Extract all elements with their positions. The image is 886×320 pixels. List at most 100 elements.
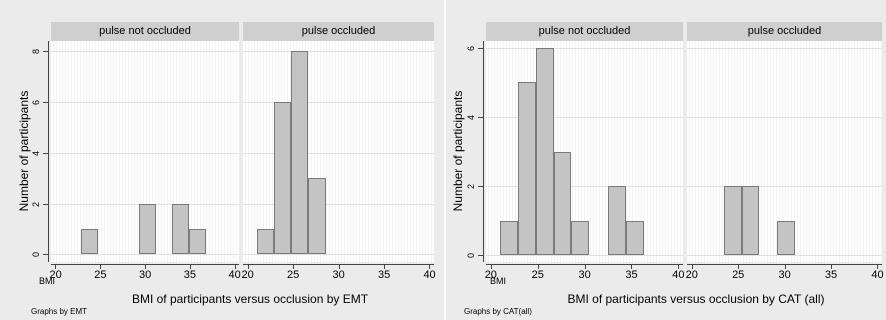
y-tick-label: 0: [31, 252, 42, 258]
histogram-bar: [256, 228, 274, 255]
x-tick: [189, 264, 191, 269]
histogram-bar: [535, 47, 554, 256]
x-tick: [383, 264, 385, 269]
x-tick-label: 20: [241, 269, 254, 281]
histogram-bar: [291, 51, 309, 255]
histogram-bar: [517, 82, 536, 256]
x-tick: [537, 264, 539, 269]
x-axis-title: BMI of participants versus occlusion by …: [567, 292, 825, 306]
x-tick-label: 30: [778, 269, 791, 281]
x-tick: [429, 264, 431, 269]
y-tick: [478, 186, 483, 188]
y-tick: [43, 101, 48, 103]
gridline: [687, 47, 882, 49]
x-tick: [293, 264, 295, 269]
x-tick-label: 30: [332, 269, 345, 281]
x-tick-label: 35: [824, 269, 838, 281]
x-axis-title: BMI of participants versus occlusion by …: [131, 292, 369, 306]
graphs-by-note: Graphs by EMT: [31, 307, 88, 316]
x-tick: [830, 264, 832, 269]
y-tick: [43, 254, 48, 256]
x-tick: [145, 264, 146, 269]
gridline: [243, 254, 434, 256]
gridline: [51, 152, 239, 154]
gridline: [51, 101, 239, 103]
x-tick-label: 25: [287, 269, 300, 281]
chart-figure-emt: pulse not occluded pulse occluded Number…: [0, 0, 444, 320]
y-tick: [478, 255, 483, 257]
x-tick-label: 40: [228, 269, 241, 281]
x-tick-label: 25: [94, 269, 107, 281]
y-axis-title: Number of participants: [451, 90, 465, 211]
panel-title-not-occluded: pulse not occluded: [486, 22, 683, 41]
gridline: [486, 255, 683, 257]
x-tick-label: 25: [732, 269, 745, 281]
plot-panel-occluded: [687, 41, 882, 262]
x-tick-label: 25: [531, 269, 544, 281]
histogram-bar: [724, 186, 742, 256]
x-tick-label: 30: [139, 269, 152, 281]
y-tick-label: 4: [31, 150, 42, 156]
histogram-bar: [138, 203, 156, 255]
histogram-bar: [741, 186, 760, 256]
histogram-bar: [500, 220, 518, 256]
x-tick-label: 40: [423, 269, 436, 281]
y-axis-line: [48, 41, 49, 262]
y-tick-label: 8: [31, 49, 42, 55]
x-variable-label: BMI: [490, 276, 507, 286]
plot-panel-not-occluded: [51, 41, 239, 262]
x-tick-label: 35: [183, 269, 196, 281]
histogram-bar: [308, 178, 326, 255]
y-tick: [478, 47, 483, 49]
x-tick: [490, 264, 492, 269]
gridline: [687, 255, 882, 257]
histogram-bar: [625, 220, 644, 256]
y-tick: [43, 203, 48, 205]
y-axis-line: [483, 41, 484, 262]
graphs-by-note: Graphs by CAT(all): [464, 307, 532, 316]
y-tick: [43, 152, 48, 154]
y-tick: [43, 51, 48, 53]
x-tick: [55, 264, 57, 269]
x-tick: [877, 264, 879, 269]
x-tick: [738, 264, 740, 269]
histogram-bar: [81, 228, 99, 255]
histogram-bar: [171, 203, 189, 255]
x-tick-label: 20: [484, 269, 497, 281]
x-tick: [784, 264, 786, 269]
x-tick-label: 40: [672, 269, 685, 281]
chart-figure-cat: pulse not occluded pulse occluded Number…: [446, 0, 886, 320]
panel-title-occluded: pulse occluded: [687, 22, 882, 41]
x-tick: [234, 264, 236, 269]
x-tick-label: 20: [49, 269, 62, 281]
y-tick-label: 6: [466, 45, 477, 51]
x-tick: [338, 264, 340, 269]
gridline: [243, 203, 434, 205]
gridline: [51, 51, 239, 53]
panel-title-not-occluded: pulse not occluded: [51, 22, 239, 41]
x-tick-label: 35: [625, 269, 638, 281]
histogram-bar: [553, 151, 572, 256]
x-tick: [631, 264, 633, 269]
x-tick: [584, 264, 586, 269]
x-tick: [100, 264, 102, 269]
gridline: [243, 152, 434, 154]
histogram-bar: [607, 186, 626, 256]
y-tick: [478, 116, 483, 118]
gridline: [687, 116, 882, 118]
x-tick: [678, 264, 680, 269]
gridline: [486, 116, 683, 118]
histogram-bar: [571, 220, 590, 256]
y-tick-label: 0: [466, 253, 477, 259]
gridline: [51, 254, 239, 256]
x-tick-label: 30: [578, 269, 591, 281]
gridline: [486, 47, 683, 49]
gridline: [687, 186, 882, 188]
gridline: [243, 51, 434, 53]
histogram-bar: [777, 220, 795, 256]
gridline: [486, 186, 683, 188]
gridline: [243, 101, 434, 103]
y-tick-label: 2: [466, 184, 477, 190]
y-tick-label: 2: [31, 201, 42, 207]
histogram-bar: [273, 101, 292, 255]
